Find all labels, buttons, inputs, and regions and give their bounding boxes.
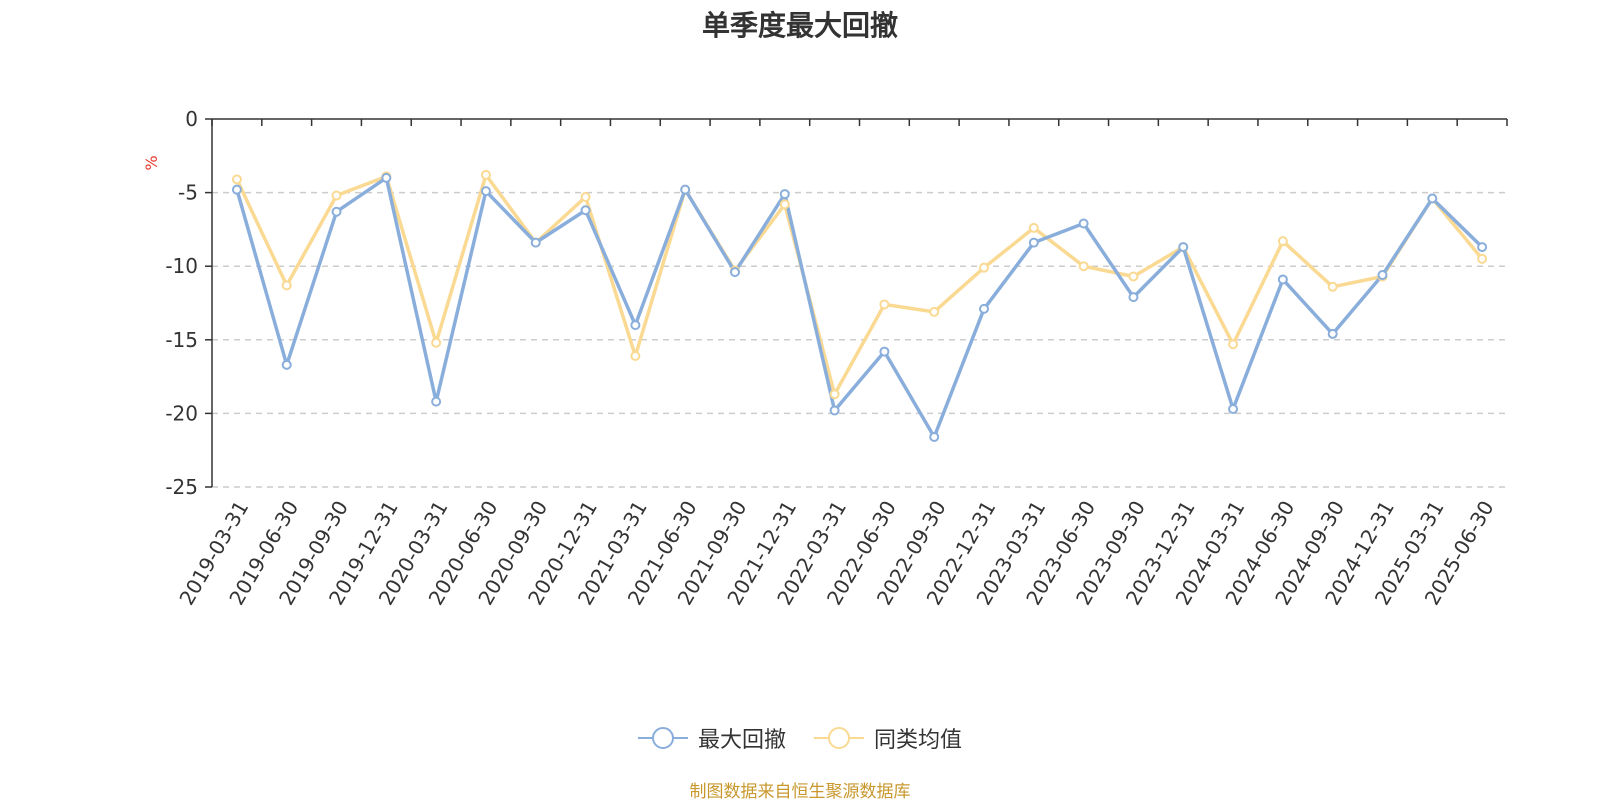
data-point-drawdown[interactable] <box>580 205 591 216</box>
data-point-peer-average[interactable] <box>1078 261 1089 272</box>
data-point-peer-average[interactable] <box>879 299 890 310</box>
data-point-drawdown[interactable] <box>929 431 940 442</box>
data-point-peer-average[interactable] <box>1477 253 1488 264</box>
data-point-drawdown[interactable] <box>331 206 342 217</box>
data-point-drawdown[interactable] <box>1228 403 1239 414</box>
line-chart: 0-5-10-15-20-252019-03-312019-06-302019-… <box>142 107 1508 609</box>
data-point-drawdown[interactable] <box>630 320 641 331</box>
y-tick-label: 0 <box>185 107 198 131</box>
data-point-drawdown[interactable] <box>431 396 442 407</box>
data-point-drawdown[interactable] <box>1028 237 1039 248</box>
legend-peer-average-swatch-icon <box>814 727 864 749</box>
series-line-peer-average <box>235 173 1484 397</box>
data-point-drawdown[interactable] <box>281 359 292 370</box>
data-point-peer-average[interactable] <box>431 337 442 348</box>
legend-drawdown-swatch-icon <box>637 727 688 749</box>
data-point-peer-average[interactable] <box>779 199 790 210</box>
data-point-peer-average[interactable] <box>1128 271 1139 282</box>
data-point-drawdown[interactable] <box>1327 328 1338 339</box>
data-point-peer-average[interactable] <box>1028 222 1039 233</box>
y-tick-label: -15 <box>165 328 198 352</box>
data-point-peer-average[interactable] <box>231 174 242 185</box>
legend-drawdown-label: 最大回撤 <box>697 728 786 753</box>
series-line-drawdown <box>235 176 1484 439</box>
data-point-drawdown[interactable] <box>1078 218 1089 229</box>
legend-peer-average-label: 同类均值 <box>874 728 963 753</box>
data-point-peer-average[interactable] <box>331 190 342 201</box>
data-point-drawdown[interactable] <box>1377 270 1388 281</box>
data-point-peer-average[interactable] <box>979 262 990 273</box>
data-point-drawdown[interactable] <box>680 184 691 195</box>
data-point-drawdown[interactable] <box>231 184 242 195</box>
data-point-drawdown[interactable] <box>829 405 840 416</box>
data-point-drawdown[interactable] <box>729 267 740 278</box>
data-point-peer-average[interactable] <box>1228 339 1239 350</box>
grid-lines <box>212 191 1507 488</box>
data-point-drawdown[interactable] <box>1178 242 1189 253</box>
data-point-peer-average[interactable] <box>630 350 641 361</box>
data-point-peer-average[interactable] <box>580 192 591 203</box>
data-point-peer-average[interactable] <box>929 306 940 317</box>
data-point-peer-average[interactable] <box>281 280 292 291</box>
data-point-peer-average[interactable] <box>1327 281 1338 292</box>
data-point-drawdown[interactable] <box>979 303 990 314</box>
data-point-drawdown[interactable] <box>480 186 491 197</box>
legend: 最大回撤 同类均值 <box>0 722 1600 754</box>
legend-item-drawdown[interactable]: 最大回撤 <box>637 722 786 754</box>
data-point-drawdown[interactable] <box>381 172 392 183</box>
data-point-drawdown[interactable] <box>779 189 790 200</box>
data-point-peer-average[interactable] <box>829 389 840 400</box>
data-point-peer-average[interactable] <box>1277 236 1288 247</box>
y-tick-label: -10 <box>165 254 198 278</box>
data-point-drawdown[interactable] <box>879 346 890 357</box>
data-point-drawdown[interactable] <box>1477 242 1488 253</box>
chart-title: 单季度最大回撤 <box>701 9 898 42</box>
y-tick-label: -5 <box>178 181 198 205</box>
series-lines <box>231 169 1488 442</box>
data-point-peer-average[interactable] <box>480 169 491 180</box>
data-point-drawdown[interactable] <box>1277 274 1288 285</box>
data-point-drawdown[interactable] <box>1128 292 1139 303</box>
y-tick-label: -25 <box>165 475 198 499</box>
data-point-drawdown[interactable] <box>530 237 541 248</box>
y-axis-unit-label: % <box>142 155 161 170</box>
data-point-drawdown[interactable] <box>1427 193 1438 204</box>
data-source-note: 制图数据来自恒生聚源数据库 <box>689 782 911 802</box>
y-tick-label: -20 <box>165 401 198 425</box>
legend-item-peer-average[interactable]: 同类均值 <box>814 722 962 754</box>
